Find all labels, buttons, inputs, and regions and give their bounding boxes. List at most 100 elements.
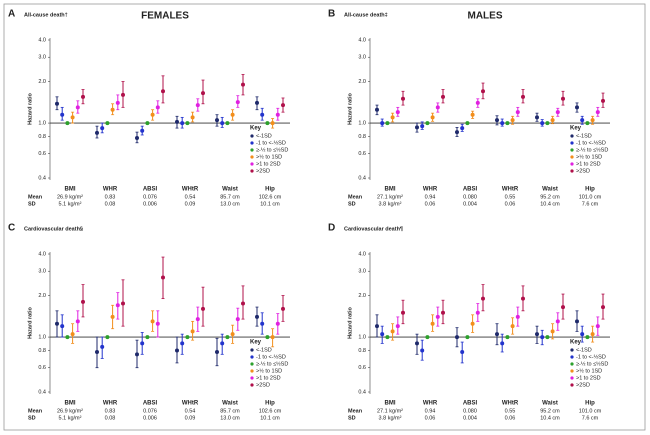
point	[255, 100, 259, 105]
legend-swatch	[250, 169, 254, 173]
point	[150, 319, 155, 324]
sd-value: 0.06	[505, 201, 516, 207]
y-axis-label: Hazard ratio	[27, 92, 33, 124]
sd-value: 0.06	[425, 201, 436, 207]
y-tick-label: 0.6	[358, 151, 366, 157]
category-label: Hip	[585, 187, 595, 193]
point	[555, 319, 560, 324]
y-tick-label: 0.4	[358, 175, 366, 181]
panel-letter: B	[328, 9, 335, 20]
mean-value: 0.54	[185, 408, 196, 414]
point	[55, 321, 59, 326]
point	[401, 310, 405, 315]
mean-value: 0.080	[463, 194, 477, 200]
y-tick-label: 3.0	[358, 55, 366, 61]
category-label: ABSI	[463, 401, 478, 407]
point	[281, 306, 285, 311]
point	[215, 349, 219, 354]
point	[235, 317, 240, 322]
y-tick-label: 0.6	[38, 151, 46, 157]
point	[580, 118, 585, 123]
legend-swatch	[570, 376, 574, 380]
sd-value: 10.4 cm	[540, 415, 560, 421]
point	[190, 115, 195, 120]
point	[60, 112, 65, 117]
y-tick-label: 1.0	[38, 335, 46, 341]
point	[545, 121, 550, 126]
point	[415, 125, 419, 130]
point	[441, 310, 445, 315]
point	[521, 296, 525, 301]
point	[140, 128, 145, 133]
point	[275, 321, 280, 326]
y-tick-label: 0.8	[38, 134, 46, 140]
point	[460, 349, 465, 354]
mean-value: 102.6 cm	[259, 408, 282, 414]
category-label: Waist	[542, 187, 558, 193]
mean-value: 26.9 kg/m²	[57, 194, 83, 200]
legend-label: >2SD	[576, 168, 590, 174]
legend-label: >½ to 1SD	[576, 153, 602, 160]
panel: B All-cause death‡ MALES Hazard ratio 0.4 0.6…	[328, 9, 610, 207]
panel-header: MALES	[468, 11, 503, 22]
point	[265, 121, 270, 126]
category-label: WHtR	[182, 187, 199, 193]
legend-title: Key	[250, 126, 262, 132]
point	[515, 110, 520, 115]
legend-label: ≥-½ to ≤½SD	[576, 146, 608, 153]
category-label: Waist	[542, 401, 558, 407]
point	[420, 124, 425, 129]
sd-value: 5.1 kg/m²	[59, 201, 82, 207]
point	[235, 100, 240, 105]
y-axis-label: Hazard ratio	[27, 306, 33, 338]
mean-value: 85.7 cm	[220, 194, 240, 200]
sd-value: 0.006	[143, 415, 157, 421]
point	[435, 105, 440, 110]
category-label: WHR	[423, 187, 438, 193]
y-tick-label: 2.0	[358, 79, 366, 85]
legend-label: >½ to 1SD	[256, 153, 282, 160]
point	[65, 335, 70, 340]
y-tick-label: 0.4	[38, 175, 46, 181]
figure-border	[3, 3, 646, 431]
category-label: Waist	[222, 187, 238, 193]
point	[75, 105, 80, 110]
point	[460, 126, 465, 131]
sd-value: 0.004	[463, 201, 477, 207]
sd-value: 0.08	[105, 201, 116, 207]
legend-label: >2SD	[256, 382, 270, 388]
sd-value: 5.1 kg/m²	[59, 415, 82, 421]
point	[260, 321, 265, 326]
point	[550, 118, 555, 123]
panel-header: FEMALES	[141, 11, 189, 22]
y-axis-label: Hazard ratio	[347, 306, 353, 338]
category-label: Hip	[265, 187, 275, 193]
legend-swatch	[570, 355, 574, 359]
y-tick-label: 2.0	[38, 293, 46, 299]
point	[575, 105, 579, 110]
point	[155, 105, 160, 110]
legend-swatch	[250, 362, 254, 366]
mean-value: 101.0 cm	[579, 408, 602, 414]
category-label: Waist	[222, 401, 238, 407]
legend-swatch	[570, 383, 574, 387]
point	[105, 121, 110, 126]
legend-title: Key	[570, 340, 582, 346]
legend-label: >2SD	[256, 168, 270, 174]
mean-value: 95.2 cm	[540, 408, 560, 414]
point	[401, 96, 405, 101]
sd-value: 0.09	[185, 415, 196, 421]
sd-value: 0.006	[143, 201, 157, 207]
point	[260, 112, 265, 117]
y-tick-label: 1.0	[358, 335, 366, 341]
sd-value: 7.6 cm	[582, 415, 599, 421]
point	[510, 324, 515, 329]
y-tick-label: 1.0	[358, 121, 366, 127]
point	[380, 332, 385, 337]
point	[201, 306, 205, 311]
panel: D Cardiovascular death¶ Hazard ratio 0.4 0.6…	[328, 223, 610, 421]
point	[115, 303, 120, 308]
y-tick-label: 0.8	[358, 134, 366, 140]
point	[580, 332, 585, 337]
mean-value: 0.83	[105, 194, 116, 200]
